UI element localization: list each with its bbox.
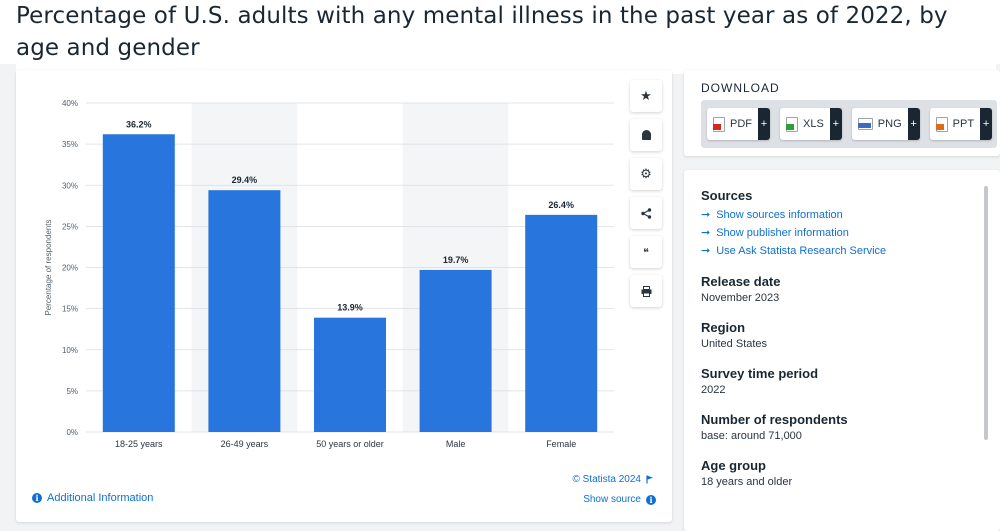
download-xls-label: XLS — [803, 118, 824, 130]
x-tick-label: 18-25 years — [115, 439, 163, 449]
x-tick-label: 26-49 years — [221, 439, 269, 449]
download-ppt-button[interactable]: PPT + — [929, 108, 993, 140]
notification-button[interactable] — [630, 119, 662, 151]
survey-period-heading: Survey time period — [701, 366, 819, 381]
y-tick-label: 30% — [62, 181, 78, 190]
age-group-heading: Age group — [701, 458, 766, 473]
gear-icon: ⚙ — [640, 166, 652, 181]
share-button[interactable] — [630, 197, 662, 229]
show-publisher-label: Show publisher information — [716, 227, 849, 239]
x-tick-label: 50 years or older — [316, 439, 384, 449]
show-source-label: Show source — [583, 494, 641, 505]
y-tick-label: 40% — [62, 99, 78, 108]
show-sources-label: Show sources information — [716, 209, 843, 221]
y-axis-title: Percentage of respondents — [44, 219, 53, 315]
copyright-label: © Statista 2024 — [572, 474, 641, 485]
flag-icon — [646, 475, 653, 484]
additional-information-label: Additional Information — [47, 492, 154, 504]
print-button[interactable] — [630, 275, 662, 307]
age-group-value: 18 years and older — [701, 476, 793, 488]
arrow-right-icon: ➞ — [701, 209, 711, 221]
favorite-button[interactable]: ★ — [630, 80, 662, 112]
share-icon — [640, 207, 651, 219]
xls-file-icon — [786, 116, 798, 132]
download-png-label: PNG — [877, 118, 902, 130]
quote-icon: ❝ — [643, 246, 649, 259]
show-publisher-link[interactable]: ➞ Show publisher information — [701, 224, 981, 242]
data-label: 36.2% — [126, 119, 152, 129]
settings-button[interactable]: ⚙ — [630, 158, 662, 190]
data-label: 26.4% — [548, 200, 574, 210]
y-tick-label: 25% — [62, 222, 78, 231]
arrow-right-icon: ➞ — [701, 245, 711, 257]
download-panel: DOWNLOAD PDF + XLS + PNG + — [684, 70, 1000, 156]
data-label: 29.4% — [232, 175, 258, 185]
chart-toolbar: ★ ⚙ ❝ — [630, 80, 664, 314]
info-icon: i — [646, 494, 656, 505]
download-heading: DOWNLOAD — [701, 81, 780, 95]
y-tick-label: 35% — [62, 140, 78, 149]
download-buttons: PDF + XLS + PNG + PPT + — [701, 100, 997, 148]
download-pdf-label: PDF — [730, 118, 752, 130]
arrow-right-icon: ➞ — [701, 227, 711, 239]
show-sources-link[interactable]: ➞ Show sources information — [701, 206, 981, 224]
y-tick-label: 20% — [62, 264, 78, 273]
y-tick-label: 5% — [66, 387, 78, 396]
x-tick-label: Female — [546, 439, 576, 449]
download-ppt-label: PPT — [952, 118, 975, 130]
y-tick-label: 10% — [62, 346, 78, 355]
star-icon: ★ — [640, 88, 652, 103]
data-label: 19.7% — [443, 255, 469, 265]
release-date-heading: Release date — [701, 274, 781, 289]
page-title: Percentage of U.S. adults with any menta… — [16, 0, 996, 74]
bar — [208, 190, 281, 432]
y-tick-label: 15% — [62, 305, 78, 314]
png-file-icon — [857, 118, 873, 130]
respondents-heading: Number of respondents — [701, 412, 848, 427]
research-service-label: Use Ask Statista Research Service — [716, 245, 887, 257]
pdf-file-icon — [713, 116, 725, 132]
copyright-link[interactable]: © Statista 2024 — [572, 474, 654, 485]
x-tick-label: Male — [446, 439, 466, 449]
bell-icon — [641, 130, 651, 140]
download-png-button[interactable]: PNG + — [851, 108, 920, 140]
additional-information-link[interactable]: i Additional Information — [32, 492, 153, 504]
statistic-details-panel: Sources ➞ Show sources information ➞ Show … — [684, 170, 1000, 531]
cite-button[interactable]: ❝ — [630, 236, 662, 268]
release-date-value: November 2023 — [701, 292, 780, 304]
download-pdf-button[interactable]: PDF + — [707, 108, 770, 140]
plus-icon: + — [980, 108, 993, 140]
bar — [419, 269, 492, 432]
region-heading: Region — [701, 320, 746, 335]
y-tick-label: 0% — [66, 428, 78, 437]
bar-chart: 0% 5% 10% 15% 20% 25% 30% 35% 40% Percentage of r… — [44, 99, 614, 449]
sources-heading: Sources — [701, 188, 753, 203]
bar — [102, 134, 175, 432]
download-xls-button[interactable]: XLS + — [780, 108, 842, 140]
respondents-value: base: around 71,000 — [701, 430, 802, 442]
plus-icon: + — [758, 108, 770, 140]
show-source-link[interactable]: Show source i — [583, 494, 656, 505]
ppt-file-icon — [935, 116, 948, 132]
research-service-link[interactable]: ➞ Use Ask Statista Research Service — [701, 242, 981, 260]
region-value: United States — [701, 338, 768, 350]
print-icon — [641, 285, 651, 297]
panel-scrollbar[interactable] — [984, 186, 988, 440]
bar — [314, 317, 386, 432]
bar — [525, 214, 598, 432]
plus-icon: + — [829, 108, 842, 140]
survey-period-value: 2022 — [701, 384, 726, 396]
plus-icon: + — [907, 108, 920, 140]
chart-card: 0% 5% 10% 15% 20% 25% 30% 35% 40% Percentage of r… — [16, 70, 672, 522]
data-label: 13.9% — [337, 303, 363, 313]
info-icon: i — [32, 493, 42, 503]
